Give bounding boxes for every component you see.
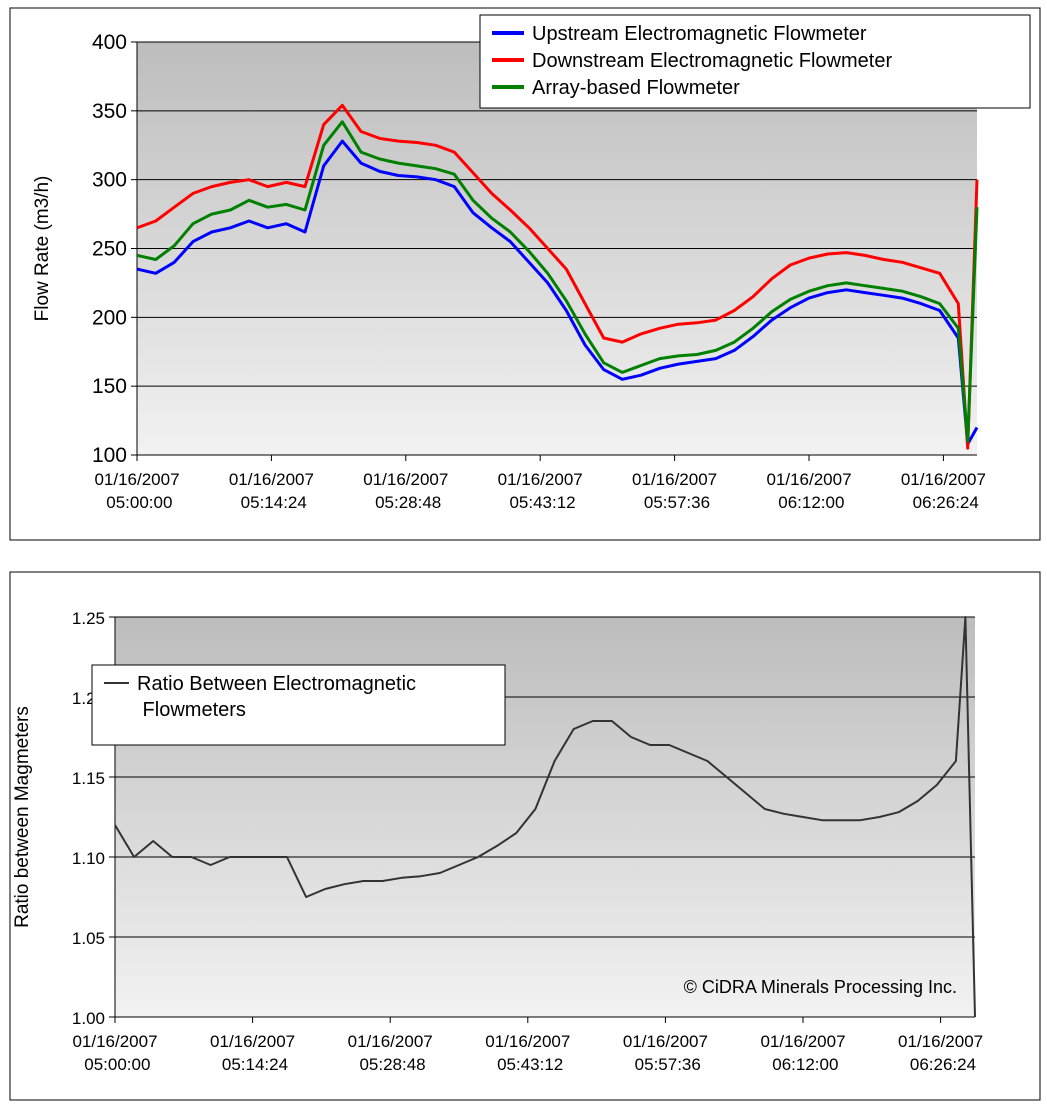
x-tick-line: 01/16/2007 xyxy=(94,470,179,489)
y-axis-label: Flow Rate (m3/h) xyxy=(32,176,53,322)
x-tick-line: 05:00:00 xyxy=(102,493,173,512)
x-tick-line: 01/16/2007 xyxy=(348,1032,433,1051)
legend-label: Ratio Between Electromagnetic Flowmeters xyxy=(137,673,416,721)
x-tick-line: 01/16/2007 xyxy=(766,470,851,489)
x-tick-line: 01/16/2007 xyxy=(623,1032,708,1051)
y-tick-label: 1.10 xyxy=(72,849,105,868)
series-line xyxy=(137,120,979,443)
x-tick-line: 05:00:00 xyxy=(80,1055,151,1074)
legend-line: Flowmeters xyxy=(137,699,246,721)
x-tick-label: 01/16/2007 05:43:12 xyxy=(485,1032,570,1074)
series-line xyxy=(137,139,979,446)
annotation: © CiDRA Minerals Processing Inc. xyxy=(684,977,957,997)
series-line xyxy=(115,616,976,1018)
y-tick-label: 100 xyxy=(92,444,127,467)
x-tick-line: 01/16/2007 xyxy=(210,1032,295,1051)
legend-box xyxy=(91,664,506,746)
x-tick-line: 05:14:24 xyxy=(236,493,307,512)
x-tick-line: 05:28:48 xyxy=(370,493,441,512)
y-tick-label: 1.15 xyxy=(72,769,105,788)
x-tick-label: 01/16/2007 05:43:12 xyxy=(498,470,583,512)
legend-label: Array-based Flowmeter xyxy=(532,77,740,99)
x-tick-line: 01/16/2007 xyxy=(363,470,448,489)
series-line xyxy=(137,103,979,450)
legend-label: Downstream Electromagnetic Flowmeter xyxy=(532,50,892,72)
x-tick-label: 01/16/2007 06:12:00 xyxy=(760,1032,845,1074)
x-tick-line: 05:57:36 xyxy=(630,1055,701,1074)
x-tick-line: 05:57:36 xyxy=(639,493,710,512)
y-tick-label: 300 xyxy=(92,169,127,192)
x-tick-label: 01/16/2007 05:14:24 xyxy=(229,470,314,512)
x-tick-line: 01/16/2007 xyxy=(632,470,717,489)
y-axis-label: Ratio between Magmeters xyxy=(12,706,33,928)
y-tick-label: 150 xyxy=(92,375,127,398)
y-tick-label: 250 xyxy=(92,238,127,261)
x-tick-label: 01/16/2007 05:00:00 xyxy=(72,1032,157,1074)
x-tick-label: 01/16/2007 06:26:24 xyxy=(901,470,986,512)
x-tick-line: 01/16/2007 xyxy=(72,1032,157,1051)
x-tick-line: 01/16/2007 xyxy=(229,470,314,489)
x-tick-line: 06:26:24 xyxy=(905,1055,976,1074)
legend-line: Ratio Between Electromagnetic xyxy=(137,673,416,695)
x-tick-line: 06:12:00 xyxy=(774,493,845,512)
x-tick-label: 01/16/2007 05:28:48 xyxy=(348,1032,433,1074)
x-tick-line: 05:14:24 xyxy=(217,1055,288,1074)
x-tick-line: 01/16/2007 xyxy=(898,1032,983,1051)
x-tick-label: 01/16/2007 05:00:00 xyxy=(94,470,179,512)
series-group xyxy=(137,103,979,450)
legend-label: Upstream Electromagnetic Flowmeter xyxy=(532,23,867,45)
y-tick-label: 1.05 xyxy=(72,929,105,948)
x-tick-line: 01/16/2007 xyxy=(485,1032,570,1051)
x-tick-label: 01/16/2007 05:28:48 xyxy=(363,470,448,512)
y-tick-label: 1.00 xyxy=(72,1009,105,1028)
x-tick-line: 01/16/2007 xyxy=(760,1032,845,1051)
x-tick-line: 06:26:24 xyxy=(908,493,979,512)
x-tick-line: 05:43:12 xyxy=(492,1055,563,1074)
y-tick-label: 400 xyxy=(92,31,127,54)
x-tick-label: 01/16/2007 06:26:24 xyxy=(898,1032,983,1074)
x-tick-label: 01/16/2007 05:57:36 xyxy=(632,470,717,512)
legend-box xyxy=(479,14,1031,109)
x-tick-line: 05:28:48 xyxy=(355,1055,426,1074)
y-tick-label: 1.25 xyxy=(72,609,105,628)
x-tick-line: 06:12:00 xyxy=(768,1055,839,1074)
x-tick-label: 01/16/2007 05:57:36 xyxy=(623,1032,708,1074)
x-tick-label: 01/16/2007 05:14:24 xyxy=(210,1032,295,1074)
x-tick-line: 01/16/2007 xyxy=(498,470,583,489)
y-tick-label: 350 xyxy=(92,100,127,123)
x-tick-line: 01/16/2007 xyxy=(901,470,986,489)
y-tick-label: 200 xyxy=(92,306,127,329)
series-group xyxy=(115,616,976,1018)
x-tick-label: 01/16/2007 06:12:00 xyxy=(766,470,851,512)
x-tick-line: 05:43:12 xyxy=(505,493,576,512)
